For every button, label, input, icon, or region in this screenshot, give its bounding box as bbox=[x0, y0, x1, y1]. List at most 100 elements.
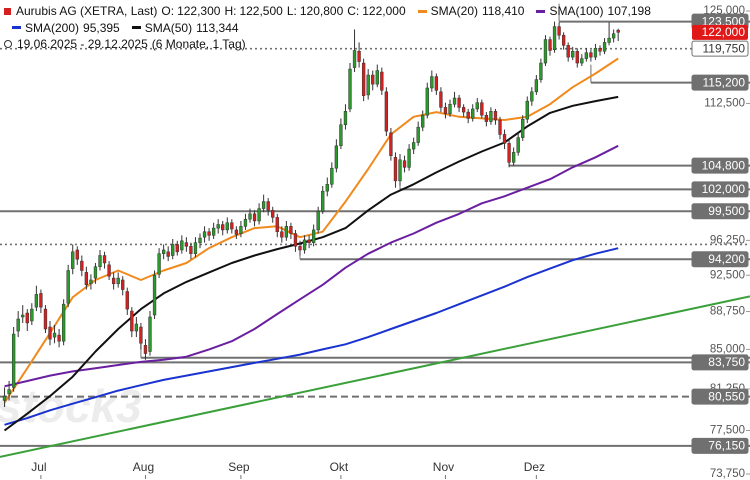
level-label: 83,750 bbox=[708, 355, 745, 369]
level-label-box bbox=[691, 74, 749, 91]
candle-body bbox=[102, 255, 107, 264]
candle-body bbox=[221, 224, 225, 231]
quote-key: H: bbox=[224, 4, 237, 18]
candle-body bbox=[89, 279, 93, 285]
candle-body bbox=[107, 264, 111, 277]
x-tick-label: Dez bbox=[524, 460, 545, 474]
x-tick-label: Okt bbox=[330, 460, 349, 474]
candle-body bbox=[425, 87, 429, 116]
period: (6 Monate, 1 Tag) bbox=[151, 37, 246, 51]
moving-average bbox=[3, 57, 619, 404]
level-label: 94,200 bbox=[708, 252, 745, 266]
level-label-box bbox=[691, 40, 749, 57]
candle-body bbox=[557, 26, 561, 36]
clock-icon bbox=[4, 40, 12, 49]
candle-body bbox=[380, 71, 384, 91]
candle-body bbox=[248, 213, 252, 220]
header-row: 19.06.2025 - 29.12.2025 (6 Monate, 1 Tag… bbox=[4, 36, 655, 53]
level-label-box bbox=[691, 437, 749, 454]
candle-body bbox=[534, 79, 539, 93]
level-label: 123,500 bbox=[702, 14, 746, 28]
level-label-box bbox=[691, 251, 749, 268]
candle-body bbox=[398, 159, 402, 182]
candle-body bbox=[325, 184, 329, 192]
candle-body bbox=[393, 157, 398, 182]
candle-body bbox=[34, 294, 39, 308]
candle-body bbox=[171, 244, 175, 256]
candle-body bbox=[566, 45, 570, 58]
candle-body bbox=[530, 91, 534, 102]
instrument-name: Aurubis AG (XETRA, Last) bbox=[16, 4, 158, 18]
candle-body bbox=[30, 308, 34, 322]
candle-body bbox=[80, 260, 84, 271]
candle-body bbox=[207, 231, 211, 236]
candle-body bbox=[616, 29, 620, 33]
price-marker-label: 122,000 bbox=[702, 25, 746, 39]
candle-body bbox=[316, 210, 320, 231]
candle-body bbox=[121, 279, 125, 290]
candle-body bbox=[43, 308, 48, 330]
legend-value: 107,198 bbox=[607, 4, 651, 18]
candle-body bbox=[593, 48, 598, 58]
x-tick-label: Nov bbox=[433, 460, 454, 474]
level-label: 115,200 bbox=[703, 75, 746, 89]
y-tick-label: 73,750 bbox=[710, 468, 745, 480]
candle-body bbox=[284, 226, 289, 238]
level-label: 102,000 bbox=[702, 182, 746, 196]
candle-body bbox=[148, 316, 152, 352]
legend-label: SMA(20) bbox=[430, 4, 478, 18]
candle-body bbox=[25, 312, 29, 324]
candle-body bbox=[139, 326, 143, 344]
candle-body bbox=[180, 240, 184, 251]
candle-body bbox=[575, 50, 579, 64]
candle-body bbox=[271, 210, 275, 218]
candle-body bbox=[402, 160, 407, 168]
candle-body bbox=[11, 333, 16, 388]
candle-body bbox=[211, 227, 216, 236]
candle-body bbox=[48, 326, 52, 340]
candle-body bbox=[98, 255, 102, 267]
candle-body bbox=[111, 277, 116, 285]
candle-body bbox=[598, 48, 602, 52]
quote-value: 122,000 bbox=[362, 4, 406, 18]
y-tick-label: 112,500 bbox=[704, 97, 745, 109]
quote-value: 122,300 bbox=[177, 4, 221, 18]
candle-body bbox=[511, 152, 516, 163]
quote-key: O: bbox=[161, 4, 175, 18]
candle-body bbox=[443, 107, 448, 114]
candle-body bbox=[16, 318, 20, 332]
level-label-box bbox=[691, 388, 749, 405]
candle-body bbox=[125, 291, 129, 310]
level-label-box bbox=[691, 181, 749, 198]
candle-body bbox=[480, 102, 484, 116]
y-tick-label: 77,500 bbox=[710, 425, 745, 437]
price-marker-box bbox=[692, 24, 748, 40]
candle-body bbox=[21, 314, 25, 318]
candle-body bbox=[116, 277, 120, 285]
candle-body bbox=[457, 97, 461, 108]
quote-value: 122,500 bbox=[239, 4, 283, 18]
date-range: 19.06.2025 - 29.12.2025 bbox=[17, 37, 148, 51]
legend-swatch bbox=[12, 26, 21, 30]
candle-body bbox=[175, 244, 179, 253]
moving-average bbox=[4, 247, 619, 426]
legend-swatch bbox=[131, 26, 141, 30]
candle-body bbox=[280, 231, 284, 238]
candle-body bbox=[143, 345, 148, 354]
candle-body bbox=[461, 107, 466, 113]
candle-body bbox=[202, 231, 207, 238]
candle-body bbox=[57, 334, 61, 342]
candle-body bbox=[571, 50, 575, 58]
candle-body bbox=[334, 145, 339, 169]
candle-body bbox=[66, 270, 70, 304]
legend-swatch bbox=[417, 9, 427, 13]
candle-body bbox=[152, 274, 157, 316]
candle-body bbox=[184, 242, 189, 247]
candle-body bbox=[166, 251, 170, 257]
level-label-box bbox=[691, 157, 749, 174]
candle-body bbox=[134, 323, 139, 332]
candle-body bbox=[357, 50, 361, 62]
watermark: stock3 bbox=[0, 380, 142, 432]
level-label: 104,800 bbox=[702, 158, 746, 172]
candle-body bbox=[307, 239, 311, 243]
